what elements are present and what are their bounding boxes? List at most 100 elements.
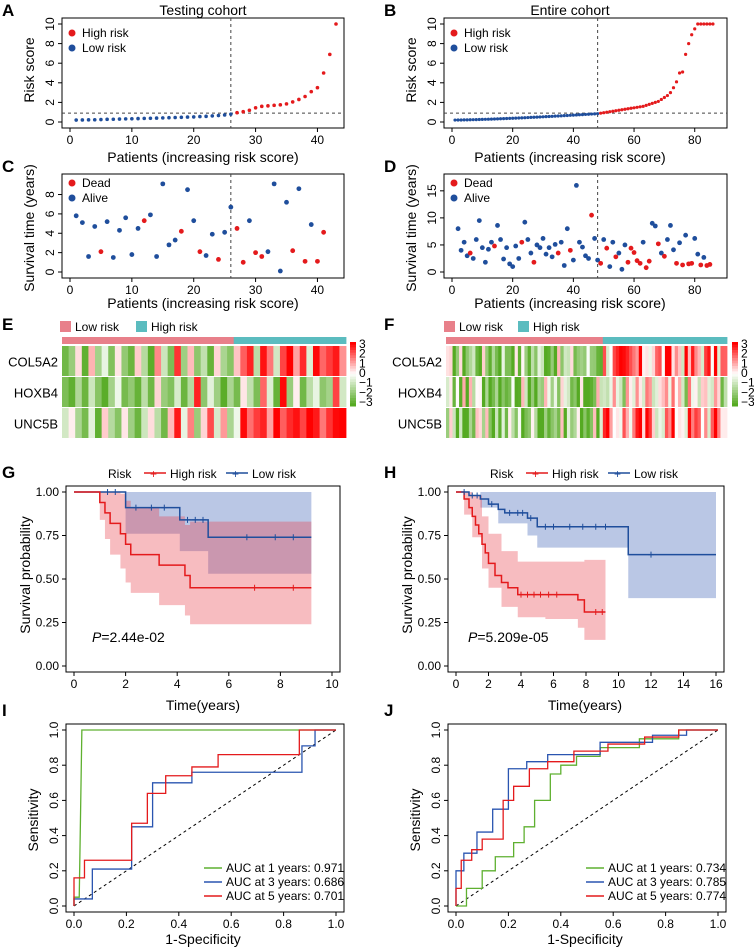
risk-point-low [204, 114, 208, 119]
heatmap-f-cell [586, 346, 591, 376]
heatmap-e-scale-swatch [350, 395, 356, 399]
heatmap-f-cell [723, 346, 728, 376]
heatmap-f-cell [566, 346, 571, 376]
heatmap-f-cell [465, 377, 470, 407]
heatmap-f-cell [455, 377, 460, 407]
x-tick-label-h: 0 [453, 677, 460, 691]
heatmap-f-cell [717, 408, 721, 438]
heatmap-e-annotation-cell [246, 337, 254, 344]
km-h-low-censor [566, 523, 573, 530]
heatmap-f-annotation-cell [602, 337, 607, 344]
heatmap-f-cell [547, 408, 551, 438]
heatmap-e-cell [134, 408, 142, 438]
heatmap-e-legend-low-label: Low risk [75, 320, 120, 334]
status-point-dead [234, 226, 240, 231]
panel-letter-j: J [384, 701, 393, 720]
plot-frame-i [65, 723, 345, 913]
heatmap-e-cell [246, 408, 254, 438]
pvalue-g-value: =2.44e-02 [101, 629, 165, 645]
legend-c-alive-marker [68, 194, 76, 202]
heatmap-f-cell [674, 377, 679, 407]
risk-point-low [593, 112, 597, 116]
panel-letter-d: D [384, 157, 396, 176]
risk-point-low [148, 116, 153, 121]
heatmap-f-cell [596, 346, 600, 376]
heatmap-f-cell [462, 377, 467, 407]
heatmap-f-cell [485, 408, 489, 438]
heatmap-f-scale-label: −3 [741, 395, 754, 409]
heatmap-e-scale-label: 3 [359, 337, 366, 351]
risk-point-high [626, 107, 630, 111]
status-point-dead [689, 260, 695, 266]
heatmap-f-cell [648, 377, 653, 407]
km-g-low-censor [200, 516, 206, 523]
plot-frame-d [443, 173, 728, 279]
heatmap-e-cell [312, 408, 320, 438]
km-h-high-censor [592, 609, 599, 616]
status-point-dead [646, 258, 652, 264]
ylabel-h: Survival probability [399, 516, 415, 634]
heatmap-e-cell [180, 377, 188, 407]
heatmap-f-annotation-cell [452, 337, 457, 344]
xlabel-d: Patients (increasing risk score) [474, 295, 665, 311]
heatmap-e-cell [326, 346, 334, 376]
status-point-alive [668, 223, 673, 228]
heatmap-f-annotation-cell [498, 337, 502, 344]
status-point-dead [680, 262, 685, 268]
risk-point-low [517, 116, 521, 120]
heatmap-f-scale-swatch [732, 366, 738, 370]
heatmap-e-cell [299, 346, 307, 376]
heatmap-e-annotation-cell [260, 337, 268, 344]
heatmap-f-cell [642, 408, 646, 438]
heatmap-e-cell [286, 408, 294, 438]
roc-i-legend-label-2: AUC at 3 years: 0.686 [226, 875, 344, 889]
status-point-alive [470, 256, 476, 261]
heatmap-f-cell [478, 377, 483, 407]
risk-point-high [259, 104, 264, 109]
risk-point-high [653, 100, 657, 104]
heatmap-e-cell [154, 408, 162, 438]
heatmap-e-cell [293, 377, 301, 407]
heatmap-e-cell [260, 377, 268, 407]
heatmap-e-scale-swatch [350, 371, 356, 375]
status-point-dead [598, 260, 604, 266]
status-point-alive [610, 239, 616, 245]
heatmap-e-annotation-cell [207, 337, 215, 344]
risk-point-high [635, 105, 639, 109]
km-g-legend-title: Risk [108, 467, 132, 481]
heatmap-f-cell [576, 377, 581, 407]
risk-point-low [222, 113, 227, 117]
heatmap-f-cell [537, 408, 542, 438]
heatmap-f-annotation-cell [511, 337, 516, 344]
title-testing-cohort: Testing cohort [159, 2, 246, 18]
heatmap-f-cell [651, 377, 656, 407]
heatmap-f-cell [684, 408, 689, 438]
risk-point-high [278, 103, 283, 107]
heatmap-e-cell [180, 346, 188, 376]
heatmap-e-cell [227, 377, 235, 407]
heatmap-e-cell [200, 346, 208, 376]
heatmap-e-legend-high-swatch [136, 321, 147, 332]
heatmap-e-cell [108, 346, 116, 376]
status-point-dead [141, 218, 147, 224]
heatmap-f-cell [599, 346, 604, 376]
heatmap-e-cell [200, 408, 208, 438]
y-tick-label-a: 2 [43, 99, 57, 106]
heatmap-f-cell [612, 346, 617, 376]
km-g-high-censor [251, 584, 258, 591]
heatmap-f-scale-swatch [732, 374, 738, 378]
ylabel-i: Sensitivity [25, 788, 41, 851]
heatmap-e-cell [233, 408, 241, 438]
status-point-alive [104, 219, 110, 225]
risk-point-low [185, 115, 190, 119]
risk-point-high [690, 33, 694, 37]
heatmap-e-cell [161, 377, 169, 407]
heatmap-e-cell [279, 346, 287, 376]
status-point-dead [643, 265, 649, 271]
heatmap-e-cell [154, 346, 162, 376]
heatmap-f-cell [517, 377, 522, 407]
status-point-alive [271, 181, 277, 187]
y-tick-label-j: 1.0 [429, 721, 443, 738]
risk-point-low [498, 117, 503, 121]
heatmap-e-annotation-cell [339, 337, 347, 344]
